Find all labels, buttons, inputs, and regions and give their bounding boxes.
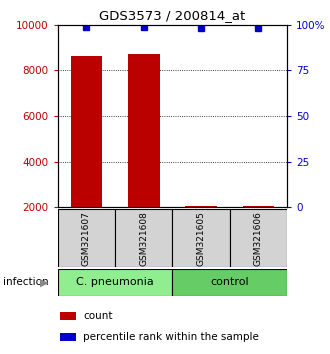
Bar xyxy=(173,269,287,296)
Text: GSM321606: GSM321606 xyxy=(254,211,263,266)
Bar xyxy=(58,269,173,296)
Text: GSM321607: GSM321607 xyxy=(82,211,91,266)
Title: GDS3573 / 200814_at: GDS3573 / 200814_at xyxy=(99,9,246,22)
Bar xyxy=(243,206,274,207)
Bar xyxy=(60,333,76,341)
Bar xyxy=(128,54,159,207)
Text: count: count xyxy=(83,311,113,321)
Text: infection: infection xyxy=(3,277,49,287)
Bar xyxy=(71,56,102,207)
Text: percentile rank within the sample: percentile rank within the sample xyxy=(83,332,259,342)
Bar xyxy=(115,209,173,267)
Text: C. pneumonia: C. pneumonia xyxy=(76,277,154,287)
Bar xyxy=(173,209,230,267)
Text: ▶: ▶ xyxy=(40,277,49,287)
Bar xyxy=(230,209,287,267)
Text: GSM321608: GSM321608 xyxy=(139,211,148,266)
Bar xyxy=(58,209,115,267)
Bar xyxy=(60,312,76,320)
Bar xyxy=(185,206,217,207)
Text: control: control xyxy=(211,277,249,287)
Text: GSM321605: GSM321605 xyxy=(197,211,206,266)
